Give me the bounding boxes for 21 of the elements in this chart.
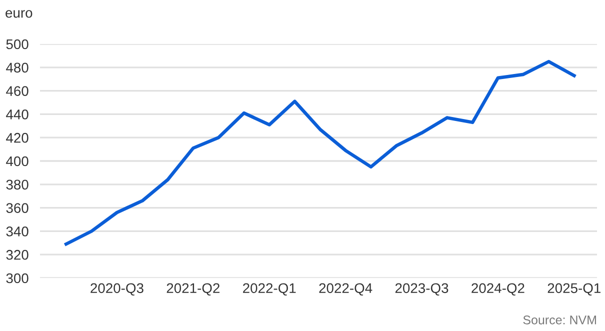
y-tick-label: 320 [6,250,28,260]
y-tick-label: 380 [6,180,28,190]
y-tick-label: 360 [6,203,28,213]
x-tick-label: 2021-Q2 [166,283,220,296]
x-tick-label: 2022-Q1 [243,283,296,296]
y-tick-label: 340 [6,226,28,236]
x-tick-label: 2024-Q2 [472,283,524,296]
y-axis-title: euro [6,10,32,18]
x-tick-label: 2020-Q3 [90,283,144,296]
y-tick-label: 420 [6,132,28,143]
source-note: Source: NVM [523,316,596,324]
y-tick-label: 400 [6,156,28,166]
x-tick-label: 2025-Q1 [548,283,600,296]
x-tick-label: 2023-Q3 [395,283,448,296]
y-tick-label: 300 [6,273,28,284]
x-tick-label: 2022-Q4 [319,283,372,296]
line-series [64,60,576,246]
y-tick-label: 440 [6,110,28,120]
y-tick-label: 460 [6,86,28,96]
y-tick-label: 500 [6,39,28,50]
y-tick-label: 480 [6,62,28,73]
